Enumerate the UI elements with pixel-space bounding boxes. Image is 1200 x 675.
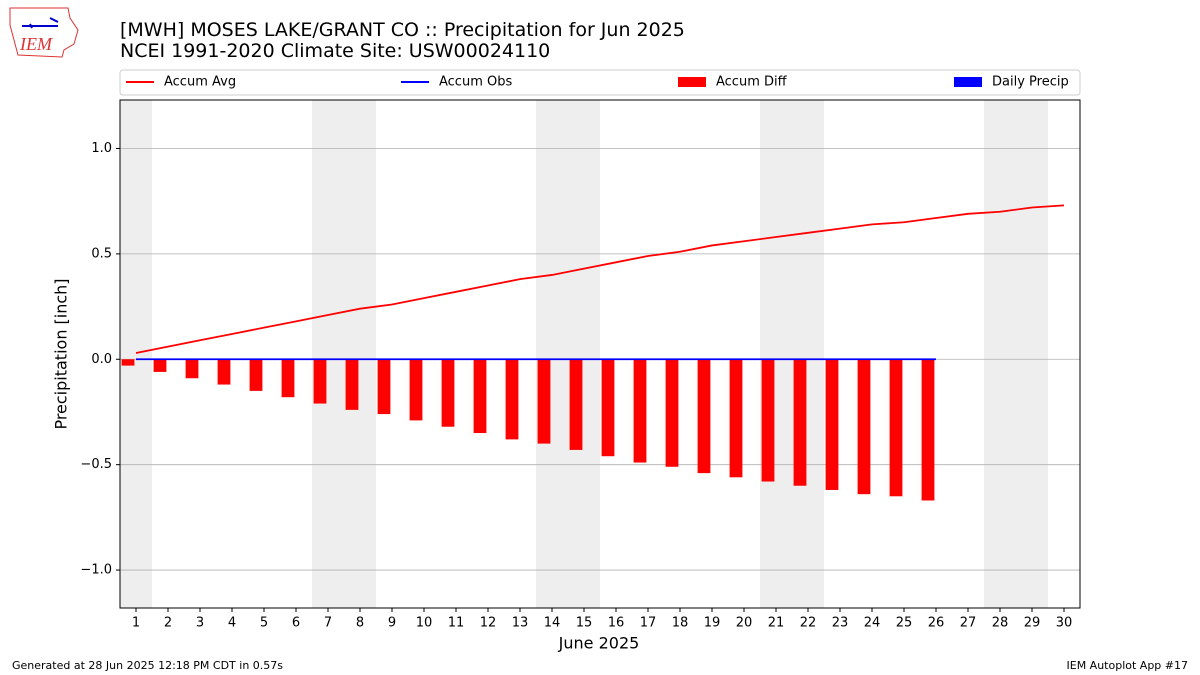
bar [633, 359, 647, 463]
legend-swatch [954, 77, 982, 87]
x-tick-label: 21 [768, 616, 785, 631]
legend-label: Daily Precip [992, 75, 1069, 90]
x-tick-label: 22 [800, 616, 817, 631]
y-tick-label: 0.0 [91, 352, 112, 367]
legend-swatch [678, 77, 706, 87]
weekend-shade [984, 100, 1016, 608]
x-tick-label: 24 [864, 616, 881, 631]
x-tick-label: 10 [416, 616, 433, 631]
bar [569, 359, 583, 450]
bar [825, 359, 839, 490]
x-tick-label: 18 [672, 616, 689, 631]
x-tick-label: 17 [640, 616, 657, 631]
weekend-shade [760, 100, 792, 608]
y-tick-label: 0.5 [91, 246, 112, 261]
x-tick-label: 5 [260, 616, 268, 631]
bar [281, 359, 295, 398]
x-tick-label: 23 [832, 616, 849, 631]
x-tick-label: 28 [992, 616, 1009, 631]
x-tick-label: 4 [228, 616, 236, 631]
logo-mark [22, 17, 59, 29]
bar [185, 359, 199, 379]
x-tick-label: 15 [576, 616, 593, 631]
x-tick-label: 1 [132, 616, 140, 631]
x-tick-label: 9 [388, 616, 396, 631]
legend-label: Accum Obs [439, 75, 512, 90]
bar [857, 359, 871, 495]
x-tick-label: 13 [512, 616, 529, 631]
legend-label: Accum Diff [716, 75, 788, 90]
x-tick-label: 2 [164, 616, 172, 631]
y-axis-label: Precipitation [inch] [52, 278, 71, 429]
legend-box [119, 69, 1081, 96]
chart-title: [MWH] MOSES LAKE/GRANT CO :: Precipitati… [120, 19, 685, 41]
x-tick-label: 12 [480, 616, 497, 631]
weekend-shade [568, 100, 600, 608]
bar [761, 359, 775, 482]
bar [665, 359, 679, 467]
y-tick-label: −1.0 [80, 563, 112, 578]
x-tick-label: 16 [608, 616, 625, 631]
bar [889, 359, 903, 497]
logo: IEM [9, 7, 79, 58]
bar [697, 359, 711, 474]
plot-frame [119, 99, 1081, 609]
chart-subtitle: NCEI 1991-2020 Climate Site: USW00024110 [120, 40, 550, 62]
bar [121, 359, 135, 366]
weekend-shade [312, 100, 344, 608]
bar [505, 359, 519, 440]
bar [409, 359, 423, 421]
weekend-shade [1016, 100, 1048, 608]
x-tick-label: 27 [960, 616, 977, 631]
bar [601, 359, 615, 457]
logo-text: IEM [19, 34, 53, 54]
bar [921, 359, 935, 501]
bar [313, 359, 327, 404]
y-tick-label: −0.5 [80, 457, 112, 472]
weekend-shade [792, 100, 824, 608]
weekend-shade [344, 100, 376, 608]
x-tick-label: 3 [196, 616, 204, 631]
x-tick-label: 30 [1056, 616, 1073, 631]
x-axis-label: June 2025 [558, 634, 640, 653]
weekend-shade [536, 100, 568, 608]
bar [793, 359, 807, 486]
x-tick-label: 20 [736, 616, 753, 631]
weekend-shade [120, 100, 152, 608]
bar [729, 359, 743, 478]
x-tick-label: 19 [704, 616, 721, 631]
x-tick-label: 29 [1024, 616, 1041, 631]
x-tick-label: 8 [356, 616, 364, 631]
bar [441, 359, 455, 427]
bar [153, 359, 167, 372]
x-tick-label: 26 [928, 616, 945, 631]
x-tick-label: 6 [292, 616, 300, 631]
bar [217, 359, 231, 385]
x-tick-label: 25 [896, 616, 913, 631]
logo-outline [9, 7, 79, 58]
bar [249, 359, 263, 391]
x-tick-label: 7 [324, 616, 332, 631]
footer-left: Generated at 28 Jun 2025 12:18 PM CDT in… [12, 659, 283, 672]
x-tick-label: 11 [448, 616, 465, 631]
bar [377, 359, 391, 415]
x-tick-label: 14 [544, 616, 561, 631]
series-line [135, 204, 1065, 354]
footer-right: IEM Autoplot App #17 [1067, 659, 1189, 672]
bar [537, 359, 551, 444]
y-tick-label: 1.0 [91, 141, 112, 156]
bar [473, 359, 487, 434]
bar [345, 359, 359, 410]
legend-label: Accum Avg [164, 75, 236, 90]
